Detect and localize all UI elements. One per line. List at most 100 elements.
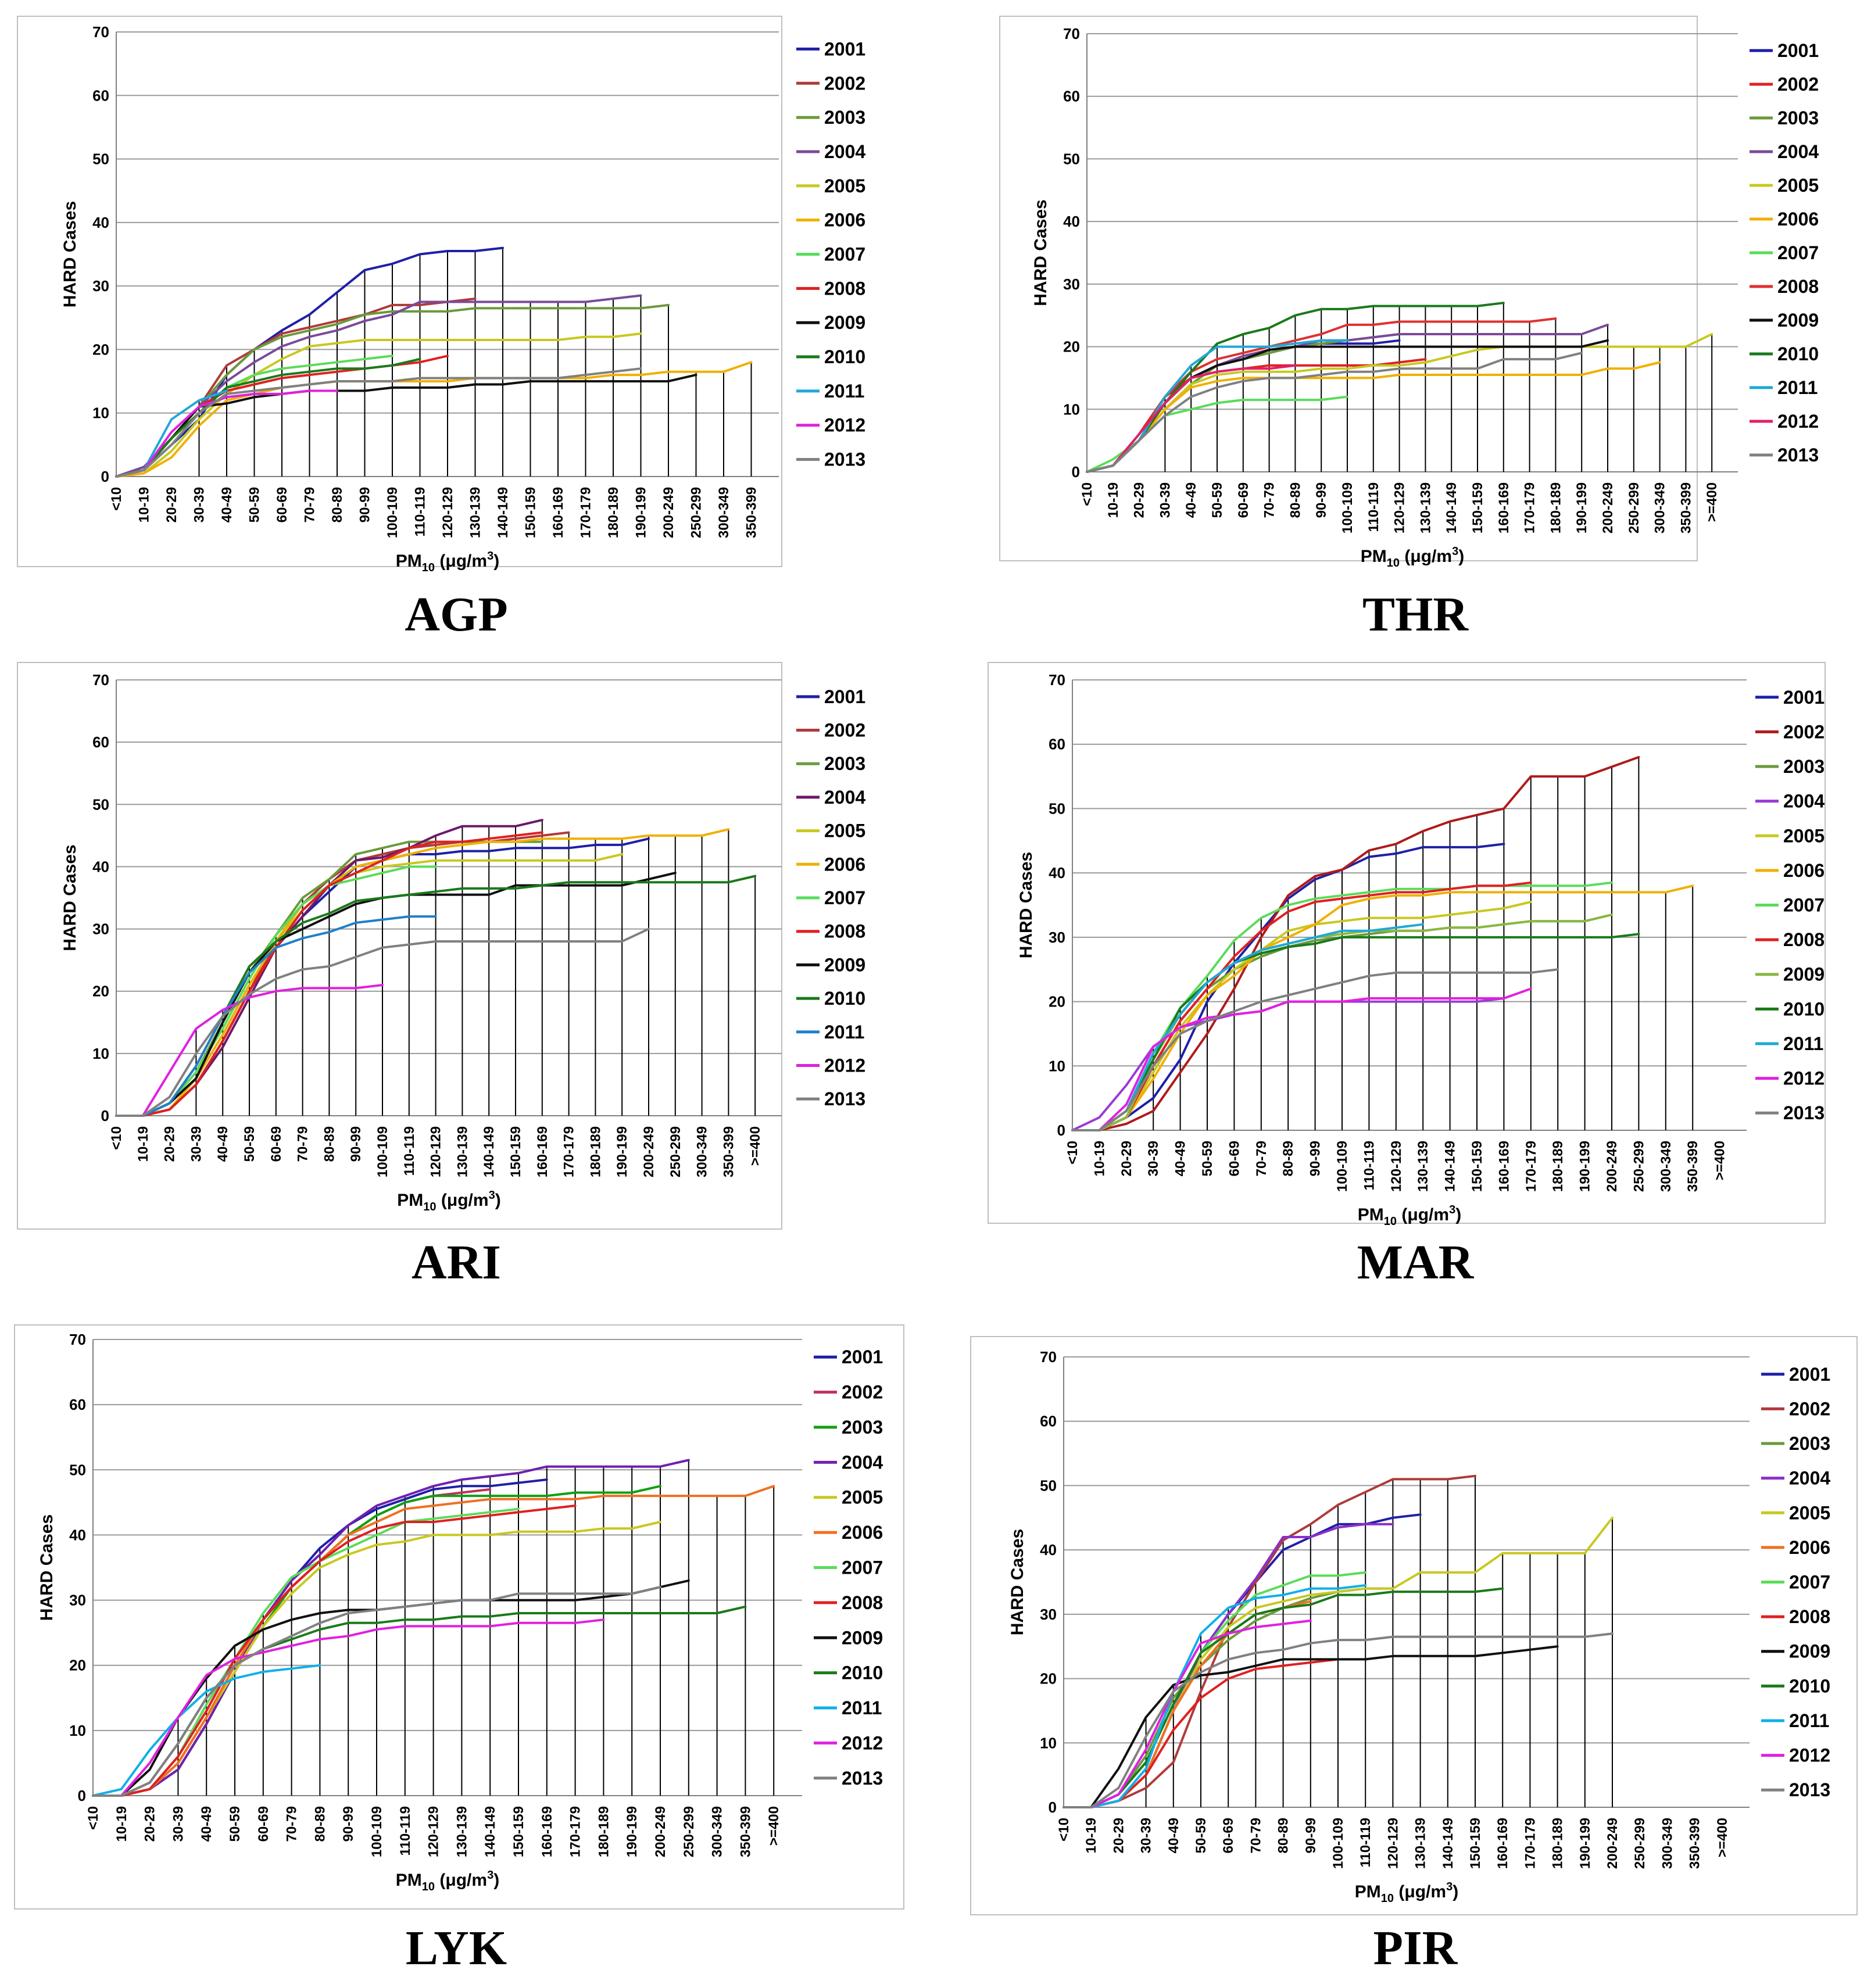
legend-label-2004: 2004 (824, 141, 865, 162)
series-line-2010 (1063, 1587, 1504, 1808)
legend-label-2001: 2001 (824, 38, 865, 59)
series-line-2005 (1086, 333, 1713, 473)
panel-title: THR (1362, 588, 1469, 642)
chart-panel-thr: 0 10 20 30 40 50 60 70 HARD Cases <10 10-19 20-29 30… (999, 16, 1819, 642)
x-tick-label: 100-109 (1330, 1818, 1346, 1869)
legend-label-2009: 2009 (1789, 1641, 1830, 1662)
y-tick-label: 70 (1049, 671, 1065, 689)
legend-label-2002: 2002 (824, 720, 865, 741)
x-tick-label: 60-69 (269, 1126, 284, 1162)
series-line-2005 (115, 332, 642, 478)
y-tick-label: 10 (1040, 1734, 1057, 1751)
x-tick-label: <10 (1079, 482, 1095, 506)
x-tick-label: 150-159 (511, 1806, 527, 1857)
x-tick-label: 250-299 (689, 487, 704, 538)
x-tick-label: 30-39 (192, 487, 208, 522)
x-tick-label: >=400 (1715, 1818, 1730, 1857)
x-tick-label: 300-349 (1652, 482, 1668, 533)
y-tick-label: 70 (69, 1331, 86, 1348)
series-line-2011 (115, 915, 437, 1117)
x-tick-label: 140-149 (1443, 1141, 1458, 1192)
legend-label-2003: 2003 (842, 1417, 883, 1438)
legend-label-2012: 2012 (824, 1055, 865, 1076)
legend-label-2011: 2011 (1783, 1033, 1823, 1054)
legend-label-2002: 2002 (824, 73, 865, 94)
series-line-2005 (1071, 901, 1532, 1131)
x-tick-label: 150-159 (523, 487, 539, 538)
x-tick-label: 10-19 (114, 1806, 130, 1842)
panel-title: PIR (1373, 1921, 1458, 1975)
x-tick-label: 60-69 (256, 1806, 271, 1842)
x-tick-label: 110-119 (1361, 1141, 1377, 1190)
y-tick-label: 70 (92, 23, 109, 41)
x-tick-label: 80-89 (1280, 1141, 1296, 1176)
x-tick-label: 160-169 (550, 487, 566, 538)
legend-label-2001: 2001 (1777, 40, 1819, 61)
x-tick-label: 190-199 (634, 487, 649, 538)
x-tick-label: 50-59 (1210, 482, 1225, 518)
x-tick-label: 90-99 (1303, 1818, 1319, 1853)
x-tick-label: 70-79 (1248, 1818, 1264, 1853)
x-tick-label: 350-399 (1685, 1141, 1701, 1192)
legend-label-2005: 2005 (824, 821, 865, 841)
x-tick-label: 150-159 (508, 1126, 524, 1177)
y-tick-label: 60 (1063, 88, 1080, 105)
panel-title: MAR (1357, 1235, 1475, 1289)
x-tick-label: 130-139 (454, 1806, 470, 1857)
x-tick-label: 140-149 (1440, 1818, 1456, 1869)
x-tick-label: 40-49 (1173, 1141, 1189, 1176)
y-tick-label: 50 (1063, 150, 1080, 167)
x-tick-label: 10-19 (137, 487, 152, 522)
legend-label-2007: 2007 (824, 887, 865, 908)
y-tick-label: 30 (69, 1592, 86, 1609)
legend-label-2004: 2004 (824, 787, 865, 808)
x-tick-label: 100-109 (375, 1126, 391, 1177)
series-line-2011 (92, 1664, 321, 1797)
x-tick-label: >=400 (747, 1126, 763, 1166)
legend-label-2011: 2011 (842, 1697, 882, 1718)
x-tick-label: 350-399 (744, 487, 760, 538)
series-line-2011 (1063, 1584, 1367, 1808)
y-tick-label: 30 (92, 277, 109, 295)
legend-label-2012: 2012 (1789, 1745, 1830, 1766)
x-tick-label: 30-39 (1139, 1818, 1154, 1853)
series-line-2001 (115, 246, 504, 478)
y-axis-label: HARD Cases (1017, 852, 1036, 958)
x-tick-label: 120-129 (1392, 482, 1408, 533)
x-tick-label: 40-49 (1166, 1818, 1182, 1853)
x-tick-label: 180-189 (1550, 1141, 1566, 1192)
x-tick-label: 80-89 (321, 1126, 337, 1162)
x-tick-label: 140-149 (1444, 482, 1459, 533)
legend-label-2012: 2012 (1777, 411, 1819, 432)
legend-label-2006: 2006 (1783, 860, 1825, 881)
y-tick-label: 10 (1063, 400, 1080, 418)
y-tick-label: 60 (92, 87, 109, 104)
x-tick-label: 150-159 (1469, 1141, 1485, 1192)
series-line-2008 (92, 1505, 577, 1797)
x-tick-label: 170-179 (578, 487, 594, 538)
series-line-2001 (1071, 843, 1505, 1131)
series-line-2002 (1063, 1474, 1476, 1808)
series-line-2013 (1071, 968, 1559, 1131)
x-tick-label: 200-249 (1600, 482, 1616, 533)
x-tick-label: 200-249 (653, 1806, 668, 1857)
x-tick-label: 180-189 (1550, 1818, 1566, 1869)
x-tick-label: 350-399 (1687, 1818, 1703, 1869)
x-tick-label: 50-59 (247, 487, 263, 522)
series-line-2006 (92, 1485, 775, 1797)
x-tick-label: 110-119 (398, 1806, 413, 1856)
legend-label-2013: 2013 (1783, 1102, 1825, 1123)
series-line-2009 (115, 374, 697, 478)
y-tick-label: 30 (1063, 275, 1080, 293)
chart-panel-ari: 0 10 20 30 40 50 60 70 HARD Cases <10 10-19 20-29 30… (17, 662, 865, 1289)
x-tick-label: 20-29 (142, 1806, 158, 1842)
x-tick-label: 90-99 (1314, 482, 1329, 518)
x-tick-label: 110-119 (402, 1126, 417, 1176)
x-tick-label: <10 (109, 487, 124, 511)
x-tick-label: 160-169 (1496, 482, 1512, 533)
x-tick-label: 30-39 (1146, 1141, 1161, 1176)
x-tick-label: 350-399 (738, 1806, 753, 1857)
x-tick-label: 110-119 (413, 487, 428, 536)
y-tick-label: 70 (92, 671, 109, 689)
x-axis-label: PM10 (μg/m3) (1355, 1880, 1458, 1905)
